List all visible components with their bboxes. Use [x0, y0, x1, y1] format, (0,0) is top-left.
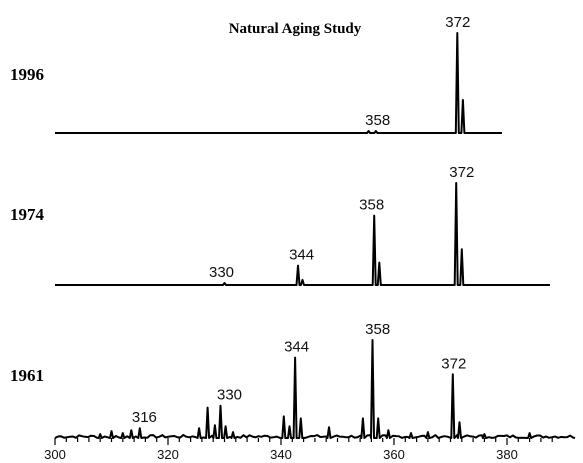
peak-label-1974-330: 330	[209, 264, 234, 281]
spectrum-trace-1974	[55, 182, 550, 286]
year-label-1961: 1961	[10, 366, 44, 385]
x-tick-label: 320	[157, 447, 179, 462]
peak-label-1974-344: 344	[289, 247, 314, 264]
peak-label-1961-358: 358	[365, 321, 390, 338]
spectrum-trace-1961	[54, 339, 576, 439]
chart-title: Natural Aging Study	[229, 21, 362, 37]
spectrum-1996: 1996 358 372	[10, 14, 502, 134]
spectrum-1974: 1974 330 344 358 372	[10, 164, 550, 286]
spectrum-trace-1996	[55, 32, 502, 134]
peak-label-1961-344: 344	[284, 339, 309, 356]
spectrum-1961: 1961 316 330 344 358 372	[10, 321, 576, 439]
x-axis: 300 320 340 360 380	[44, 438, 553, 462]
x-tick-label: 340	[270, 447, 292, 462]
year-label-1974: 1974	[10, 205, 45, 224]
peak-label-1961-372: 372	[441, 355, 466, 372]
peak-label-1961-316: 316	[132, 409, 157, 426]
peak-label-1961-330: 330	[217, 387, 242, 404]
x-tick-label: 300	[44, 447, 66, 462]
peak-label-1996-358: 358	[365, 112, 390, 129]
peak-label-1974-358: 358	[359, 197, 384, 214]
peak-label-1974-372: 372	[449, 164, 474, 181]
year-label-1996: 1996	[10, 65, 44, 84]
x-tick-label: 380	[496, 447, 518, 462]
x-tick-label: 360	[383, 447, 405, 462]
peak-label-1996-372: 372	[445, 14, 470, 31]
spectra-traces: 1996 358 372 1974 330 344 358 372 1961 316 330 344 3…	[10, 14, 576, 439]
